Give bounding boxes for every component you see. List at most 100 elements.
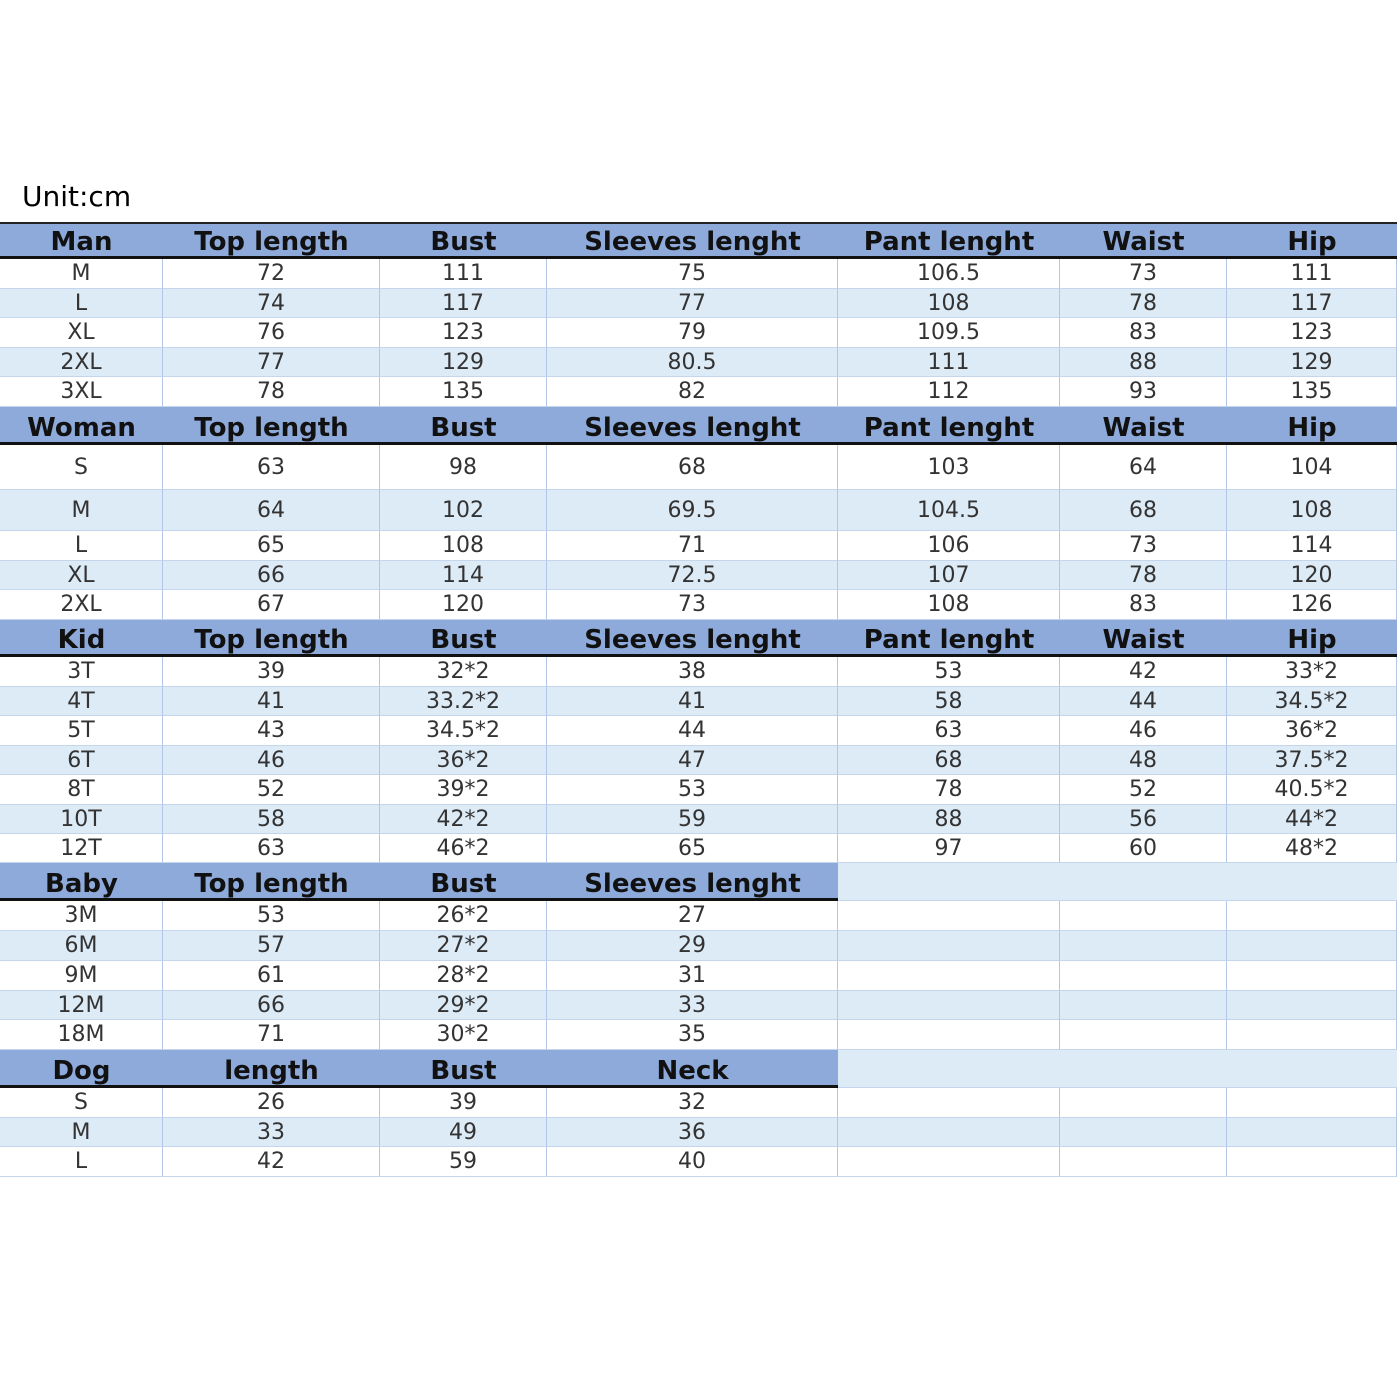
empty-cell [1060, 1118, 1227, 1147]
header-cell: Top length [194, 625, 349, 655]
data-cell: 78 [1060, 289, 1227, 318]
data-cell: 39 [163, 657, 380, 687]
data-cell: 65 [163, 531, 380, 561]
data-cell: 8T [0, 775, 163, 805]
data-cell: 60 [1060, 834, 1227, 863]
empty-cell [1060, 1020, 1227, 1050]
header-band [0, 863, 838, 901]
data-cell: 44*2 [1227, 805, 1397, 834]
header-cell: Waist [1102, 625, 1185, 655]
data-cell: 78 [163, 377, 380, 407]
header-cell: Bust [430, 227, 497, 257]
data-cell: M [0, 490, 163, 531]
data-cell: 106.5 [838, 259, 1060, 289]
data-cell: 3T [0, 657, 163, 687]
data-cell: 58 [163, 805, 380, 834]
header-cell: Man [50, 227, 113, 257]
data-cell: 32*2 [380, 657, 547, 687]
data-cell: 117 [1227, 289, 1397, 318]
header-band [0, 222, 1397, 259]
data-cell: 72 [163, 259, 380, 289]
header-cell: length [224, 1056, 319, 1086]
header-cell: Woman [27, 413, 136, 443]
data-cell: 42 [1060, 657, 1227, 687]
data-cell: 40 [547, 1147, 838, 1177]
header-cell: Neck [656, 1056, 729, 1086]
data-cell: L [0, 289, 163, 318]
data-cell: 68 [838, 746, 1060, 775]
data-cell: 65 [547, 834, 838, 863]
data-cell: 34.5*2 [1227, 687, 1397, 716]
data-cell: 71 [163, 1020, 380, 1050]
data-cell: 108 [380, 531, 547, 561]
data-cell: 42*2 [380, 805, 547, 834]
data-cell: 10T [0, 805, 163, 834]
empty-cell [1227, 1147, 1397, 1177]
data-cell: 109.5 [838, 318, 1060, 348]
data-cell: 111 [838, 348, 1060, 377]
data-cell: 28*2 [380, 961, 547, 991]
data-cell: 47 [547, 746, 838, 775]
data-cell: S [0, 445, 163, 490]
data-cell: 3XL [0, 377, 163, 407]
data-cell: L [0, 531, 163, 561]
data-cell: 59 [380, 1147, 547, 1177]
empty-cell [1227, 991, 1397, 1020]
data-cell: 78 [838, 775, 1060, 805]
data-cell: 88 [1060, 348, 1227, 377]
header-cell: Kid [57, 625, 106, 655]
data-cell: 135 [1227, 377, 1397, 407]
data-cell: 108 [838, 590, 1060, 620]
header-cell: Waist [1102, 413, 1185, 443]
header-band [0, 407, 1397, 445]
data-cell: 12M [0, 991, 163, 1020]
data-cell: 93 [1060, 377, 1227, 407]
data-cell: 44 [547, 716, 838, 746]
empty-cell [1060, 1147, 1227, 1177]
data-cell: 107 [838, 561, 1060, 590]
empty-cell [1060, 931, 1227, 961]
header-cell: Hip [1287, 227, 1337, 257]
data-cell: 29*2 [380, 991, 547, 1020]
data-cell: 135 [380, 377, 547, 407]
empty-cell [1060, 991, 1227, 1020]
empty-cell [1060, 1088, 1227, 1118]
data-cell: 73 [1060, 531, 1227, 561]
data-cell: 41 [163, 687, 380, 716]
data-cell: 29 [547, 931, 838, 961]
data-cell: 58 [838, 687, 1060, 716]
data-cell: 74 [163, 289, 380, 318]
data-cell: 27 [547, 901, 838, 931]
empty-cell [1227, 1088, 1397, 1118]
data-cell: 78 [1060, 561, 1227, 590]
data-cell: 53 [838, 657, 1060, 687]
data-cell: 59 [547, 805, 838, 834]
data-cell: 120 [380, 590, 547, 620]
data-cell: 63 [163, 834, 380, 863]
header-band [0, 1050, 838, 1088]
data-cell: 4T [0, 687, 163, 716]
data-cell: 31 [547, 961, 838, 991]
data-cell: 39 [380, 1088, 547, 1118]
header-cell: Dog [52, 1056, 111, 1086]
data-cell: 112 [838, 377, 1060, 407]
header-cell: Bust [430, 1056, 497, 1086]
data-cell: 97 [838, 834, 1060, 863]
empty-cell [1227, 901, 1397, 931]
header-cell: Pant lenght [863, 625, 1035, 655]
data-cell: 102 [380, 490, 547, 531]
data-cell: 36*2 [1227, 716, 1397, 746]
data-cell: 30*2 [380, 1020, 547, 1050]
header-filler [838, 1050, 1397, 1088]
data-cell: M [0, 1118, 163, 1147]
data-cell: 18M [0, 1020, 163, 1050]
data-cell: 27*2 [380, 931, 547, 961]
header-cell: Sleeves lenght [584, 625, 801, 655]
data-cell: 48*2 [1227, 834, 1397, 863]
header-filler [838, 863, 1397, 901]
unit-label: Unit:cm [22, 180, 132, 213]
data-cell: 71 [547, 531, 838, 561]
data-cell: 6M [0, 931, 163, 961]
